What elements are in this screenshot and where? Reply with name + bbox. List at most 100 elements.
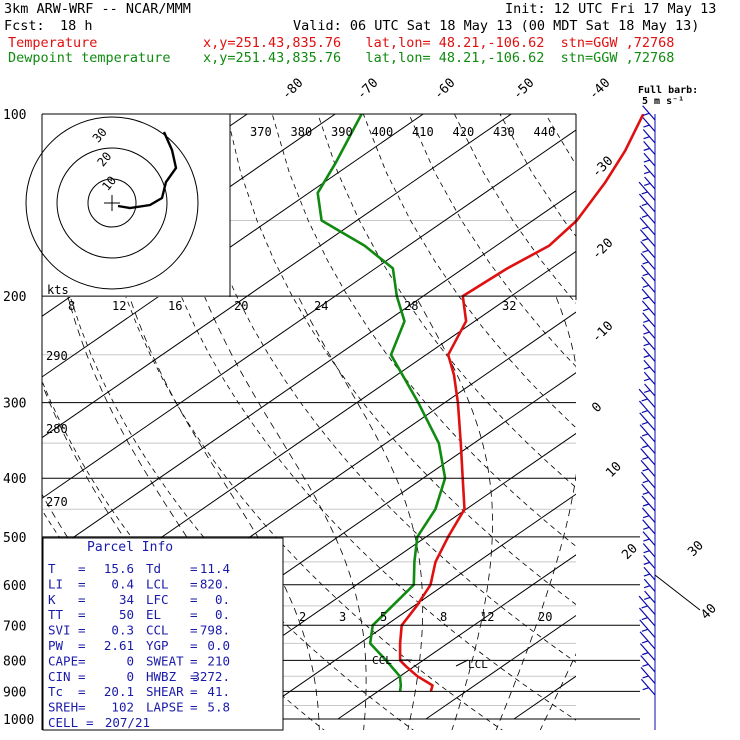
parcel-row-value: 102	[111, 700, 134, 715]
isotherm-line	[513, 675, 576, 720]
wind-barb-flag	[642, 468, 649, 472]
wind-barb-flag	[642, 480, 649, 484]
parcel-row-equals: =	[78, 576, 86, 591]
wind-barb-flag	[642, 456, 649, 460]
wind-barb-flag	[642, 261, 649, 265]
pressure-tick-label: 300	[3, 397, 26, 412]
wind-barb	[641, 276, 656, 293]
mixing-ratio-label: 3	[339, 610, 346, 624]
parcel-row-value: 0.4	[111, 576, 134, 591]
theta-e-label: 410	[412, 125, 434, 139]
parcel-row-value: 5.8	[207, 700, 230, 715]
isotherm-line	[690, 114, 740, 719]
parcel-row-label: Tc	[48, 684, 63, 699]
parcel-row-label: EL	[146, 607, 161, 622]
isotherm-line	[42, 129, 576, 499]
wind-barb-flag	[641, 617, 648, 621]
wind-barb-flag	[642, 238, 649, 242]
parcel-row-value: 11.4	[200, 561, 230, 576]
moist-adiabat	[128, 295, 320, 730]
wind-barb	[638, 595, 656, 615]
parcel-row-equals: =	[190, 576, 198, 591]
isotherm-label: -30	[589, 154, 616, 181]
wind-barb	[640, 459, 656, 477]
wind-barb	[642, 105, 656, 121]
isotherm-label: -20	[589, 236, 616, 263]
parcel-info-panel	[42, 537, 284, 731]
dry-adiabat	[637, 114, 740, 732]
parcel-row-equals: =	[190, 638, 198, 653]
hodograph-trace	[117, 131, 178, 210]
parcel-row-value: 0.	[215, 592, 230, 607]
parcel-info-title: Parcel Info	[87, 540, 173, 555]
theta-e-label: 390	[331, 125, 353, 139]
wind-barb-flag	[643, 573, 651, 577]
dry-adiabat	[135, 114, 576, 721]
wind-barb-flag	[641, 628, 649, 632]
parcel-row-label: PW	[48, 638, 64, 653]
parcel-row-value: 15.6	[104, 561, 134, 576]
parcel-row-value: 0.	[215, 607, 230, 622]
temperature-location: x,y=251.43,835.76 lat,lon= 48.21,-106.62…	[203, 35, 675, 51]
parcel-row-label: Td	[146, 561, 161, 576]
wind-barb	[639, 436, 656, 454]
parcel-row-label: SWEAT	[146, 653, 184, 668]
wind-barb-flag	[643, 331, 650, 335]
wind-barb-flag	[642, 273, 649, 277]
moist-adiabat	[539, 653, 576, 730]
wind-barb	[640, 655, 656, 673]
valid-time: Valid: 06 UTC Sat 18 May 13 (00 MDT Sat …	[293, 18, 700, 34]
dry-adiabat	[89, 114, 503, 730]
dry-adiabat	[271, 114, 576, 547]
parcel-row-value: 0	[126, 653, 134, 668]
wind-barb	[639, 643, 656, 661]
wind-barb-flag	[641, 191, 648, 195]
isotherm-line	[249, 493, 576, 720]
theta-e-label: 370	[250, 125, 272, 139]
dewpoint-line	[316, 114, 447, 692]
parcel-row-label: SHEAR	[146, 684, 184, 699]
wind-barb-flag	[641, 410, 648, 414]
wind-barb-flag	[642, 308, 650, 312]
wind-barb	[638, 193, 656, 213]
wind-barb-flag	[641, 226, 649, 230]
isotherm-label: 20	[619, 541, 641, 563]
isotherm-line	[161, 432, 576, 720]
theta-label: 280	[46, 422, 68, 436]
barb-legend-title: Full barb:	[638, 85, 698, 96]
parcel-row-value: 41.	[207, 684, 230, 699]
parcel-row-equals: =	[78, 592, 86, 607]
wind-barb-flag	[644, 389, 651, 393]
theta-label: 270	[46, 495, 68, 509]
moist-adiabat	[583, 296, 740, 732]
dry-adiabat	[728, 114, 740, 732]
wind-barb	[641, 288, 656, 305]
moist-adiabat	[204, 295, 367, 730]
pressure-tick-label: 900	[3, 685, 26, 700]
wind-barb	[639, 217, 656, 236]
forecast-label: Fcst:	[4, 18, 45, 34]
wind-barb-flag	[643, 550, 650, 554]
wind-barb-flag	[642, 296, 650, 300]
isotherm-line	[42, 114, 424, 378]
parcel-row-equals: =	[78, 638, 86, 653]
parcel-row-label: T	[48, 561, 56, 576]
wind-barb	[642, 519, 656, 535]
wind-barb-flag	[643, 159, 651, 163]
parcel-row-equals: =	[86, 715, 94, 730]
dry-adiabat	[317, 114, 576, 489]
moist-adiabat	[415, 295, 493, 730]
isotherm-line	[425, 614, 576, 720]
wind-barb	[638, 181, 656, 201]
isotherm-line	[602, 114, 740, 719]
wind-barb	[641, 483, 656, 500]
parcel-row-value: 798.	[200, 623, 230, 638]
wind-barb	[641, 495, 656, 512]
wind-barb-flag	[644, 596, 651, 600]
temperature-legend-label: Temperature	[8, 35, 98, 51]
pressure-tick-label: 800	[3, 654, 26, 669]
barb-legend-units: 5 m s⁻¹	[642, 96, 684, 107]
wind-barb	[641, 300, 656, 316]
